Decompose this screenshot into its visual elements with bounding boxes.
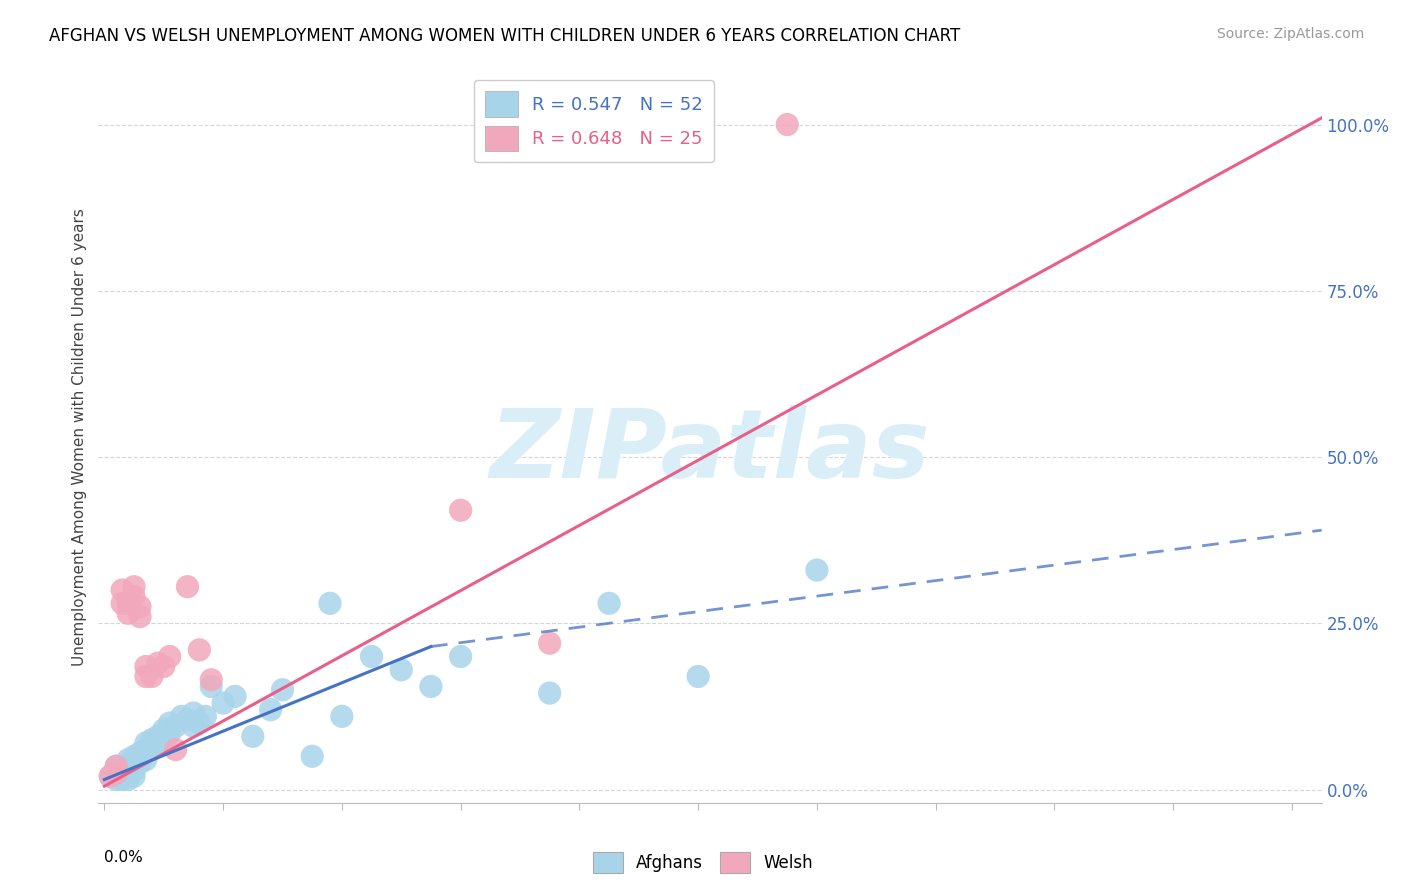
- Point: [194, 709, 217, 723]
- Point: [105, 765, 128, 780]
- Point: [135, 742, 157, 756]
- Point: [159, 716, 181, 731]
- Point: [212, 696, 235, 710]
- Text: Source: ZipAtlas.com: Source: ZipAtlas.com: [1216, 27, 1364, 41]
- Point: [122, 756, 145, 770]
- Point: [170, 709, 193, 723]
- Point: [141, 669, 163, 683]
- Point: [200, 680, 222, 694]
- Point: [117, 772, 139, 787]
- Point: [159, 649, 181, 664]
- Point: [129, 746, 152, 760]
- Point: [111, 582, 134, 597]
- Point: [111, 759, 134, 773]
- Point: [159, 726, 181, 740]
- Text: 0.0%: 0.0%: [104, 850, 143, 865]
- Point: [141, 732, 163, 747]
- Point: [117, 596, 139, 610]
- Text: ZIPatlas: ZIPatlas: [489, 405, 931, 499]
- Point: [152, 723, 174, 737]
- Point: [98, 769, 121, 783]
- Point: [129, 609, 152, 624]
- Point: [105, 765, 128, 780]
- Point: [224, 690, 246, 704]
- Point: [259, 703, 281, 717]
- Point: [122, 769, 145, 783]
- Point: [301, 749, 323, 764]
- Point: [165, 719, 187, 733]
- Point: [129, 599, 152, 614]
- Point: [627, 118, 650, 132]
- Point: [122, 749, 145, 764]
- Point: [450, 503, 472, 517]
- Point: [141, 742, 163, 756]
- Point: [129, 756, 152, 770]
- Point: [135, 753, 157, 767]
- Legend: Afghans, Welsh: Afghans, Welsh: [586, 846, 820, 880]
- Point: [117, 759, 139, 773]
- Point: [105, 759, 128, 773]
- Point: [152, 659, 174, 673]
- Point: [200, 673, 222, 687]
- Point: [176, 713, 198, 727]
- Y-axis label: Unemployment Among Women with Children Under 6 years: Unemployment Among Women with Children U…: [72, 208, 87, 666]
- Point: [598, 596, 620, 610]
- Point: [122, 590, 145, 604]
- Point: [122, 580, 145, 594]
- Point: [806, 563, 828, 577]
- Point: [389, 663, 412, 677]
- Text: AFGHAN VS WELSH UNEMPLOYMENT AMONG WOMEN WITH CHILDREN UNDER 6 YEARS CORRELATION: AFGHAN VS WELSH UNEMPLOYMENT AMONG WOMEN…: [49, 27, 960, 45]
- Point: [152, 732, 174, 747]
- Point: [122, 763, 145, 777]
- Point: [450, 649, 472, 664]
- Point: [105, 759, 128, 773]
- Point: [188, 716, 211, 731]
- Point: [330, 709, 353, 723]
- Point: [117, 753, 139, 767]
- Point: [111, 765, 134, 780]
- Point: [188, 643, 211, 657]
- Point: [146, 656, 169, 670]
- Point: [111, 596, 134, 610]
- Point: [538, 636, 561, 650]
- Point: [111, 772, 134, 787]
- Legend: R = 0.547   N = 52, R = 0.648   N = 25: R = 0.547 N = 52, R = 0.648 N = 25: [474, 80, 714, 162]
- Point: [183, 706, 205, 720]
- Point: [117, 607, 139, 621]
- Point: [135, 659, 157, 673]
- Point: [135, 669, 157, 683]
- Point: [420, 680, 443, 694]
- Point: [688, 669, 710, 683]
- Point: [176, 580, 198, 594]
- Point: [271, 682, 294, 697]
- Point: [776, 118, 799, 132]
- Point: [319, 596, 342, 610]
- Point: [146, 729, 169, 743]
- Point: [538, 686, 561, 700]
- Point: [146, 739, 169, 754]
- Point: [98, 769, 121, 783]
- Point: [242, 729, 264, 743]
- Point: [360, 649, 382, 664]
- Point: [183, 719, 205, 733]
- Point: [117, 765, 139, 780]
- Point: [165, 742, 187, 756]
- Point: [135, 736, 157, 750]
- Point: [105, 772, 128, 787]
